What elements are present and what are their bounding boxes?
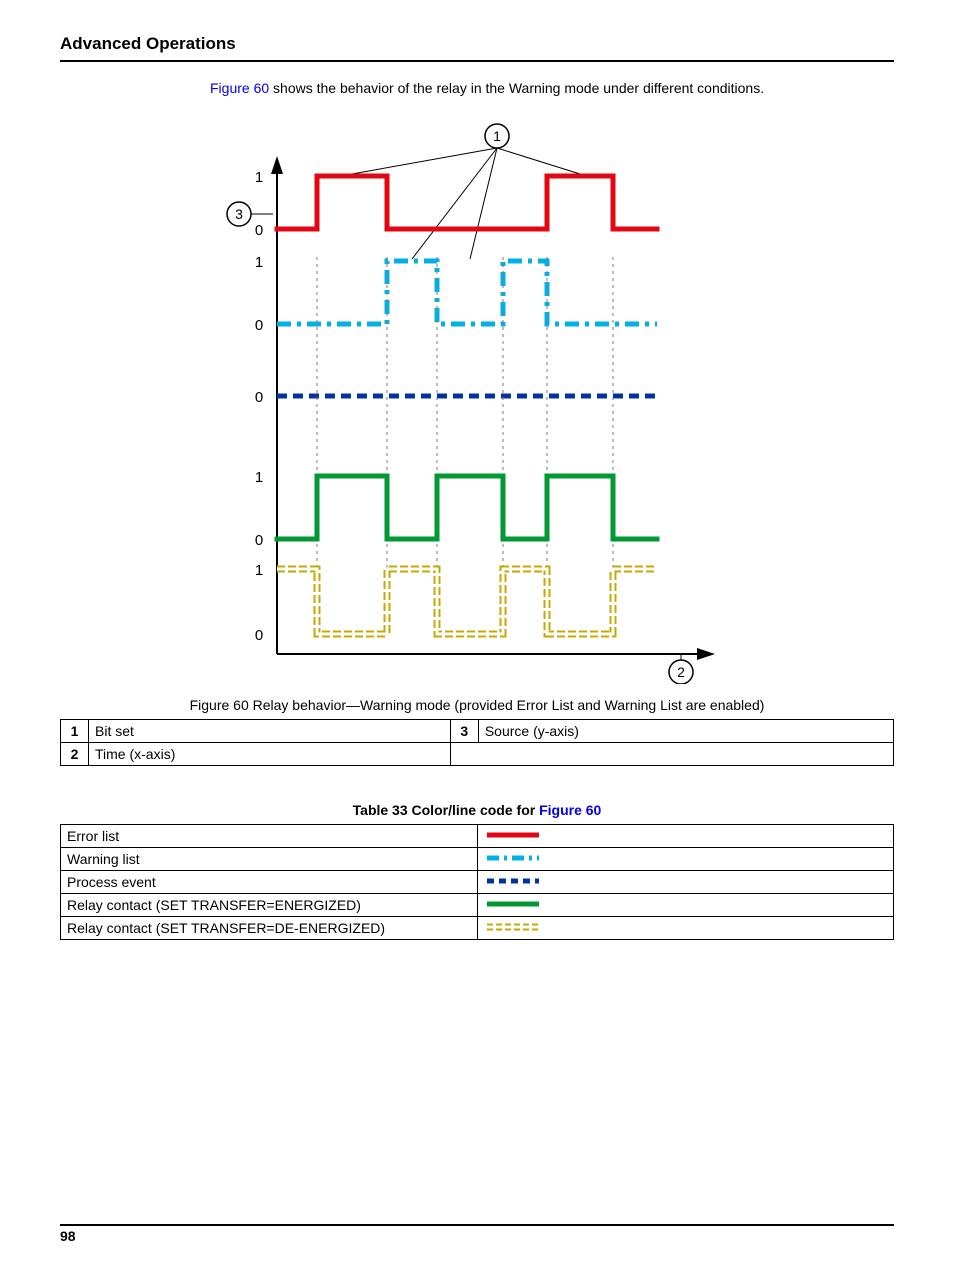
relay-behavior-diagram: 101001010321 [197,114,757,684]
svg-text:0: 0 [255,317,263,334]
svg-text:0: 0 [255,222,263,239]
svg-text:1: 1 [255,169,263,186]
legend-label: Relay contact (SET TRANSFER=DE-ENERGIZED… [61,917,478,940]
svg-text:1: 1 [255,469,263,486]
legend-swatch-cell [477,894,894,917]
legend-swatch-cell [477,917,894,940]
table-row: Warning list [61,848,894,871]
figure-60: 101001010321 [60,114,894,689]
intro-text: Figure 60 shows the behavior of the rela… [210,80,894,96]
svg-text:0: 0 [255,627,263,644]
callout-num: 2 [61,743,89,766]
page-footer: 98 [60,1224,894,1244]
footer-rule [60,1224,894,1226]
legend-label: Process event [61,871,478,894]
callout-text: Source (y-axis) [478,720,893,743]
legend-label: Relay contact (SET TRANSFER=ENERGIZED) [61,894,478,917]
legend-label: Warning list [61,848,478,871]
legend-label: Error list [61,825,478,848]
section-title: Advanced Operations [60,34,894,62]
page-number: 98 [60,1228,894,1244]
table-row: Relay contact (SET TRANSFER=ENERGIZED) [61,894,894,917]
callout-text: Bit set [89,720,451,743]
warning-swatch-icon [484,852,554,864]
legend-swatch-cell [477,825,894,848]
table-title-prefix: Table 33 Color/line code for [353,802,539,818]
svg-text:1: 1 [255,254,263,271]
table-row: 2 Time (x-axis) [61,743,894,766]
figure-caption: Figure 60 Relay behavior—Warning mode (p… [60,697,894,713]
relay_de-swatch-icon [484,921,554,933]
figure-ref-link[interactable]: Figure 60 [210,80,269,96]
page: Advanced Operations Figure 60 shows the … [0,0,954,1270]
error-swatch-icon [484,829,554,841]
callout-legend-table: 1 Bit set 3 Source (y-axis) 2 Time (x-ax… [60,719,894,766]
table-row: 1 Bit set 3 Source (y-axis) [61,720,894,743]
svg-text:0: 0 [255,389,263,406]
svg-text:0: 0 [255,532,263,549]
callout-text: Time (x-axis) [89,743,451,766]
process-swatch-icon [484,875,554,887]
relay_e-swatch-icon [484,898,554,910]
color-line-code-table: Error listWarning listProcess eventRelay… [60,824,894,940]
callout-num: 3 [450,720,478,743]
svg-text:2: 2 [677,664,685,680]
table-title-link[interactable]: Figure 60 [539,802,601,818]
empty-cell [450,743,893,766]
intro-rest: shows the behavior of the relay in the W… [269,80,764,96]
svg-text:3: 3 [235,206,243,222]
table-row: Error list [61,825,894,848]
svg-text:1: 1 [493,128,501,144]
legend-swatch-cell [477,871,894,894]
legend-swatch-cell [477,848,894,871]
table-row: Process event [61,871,894,894]
table-row: Relay contact (SET TRANSFER=DE-ENERGIZED… [61,917,894,940]
callout-num: 1 [61,720,89,743]
svg-text:1: 1 [255,562,263,579]
table-33-title: Table 33 Color/line code for Figure 60 [60,802,894,818]
